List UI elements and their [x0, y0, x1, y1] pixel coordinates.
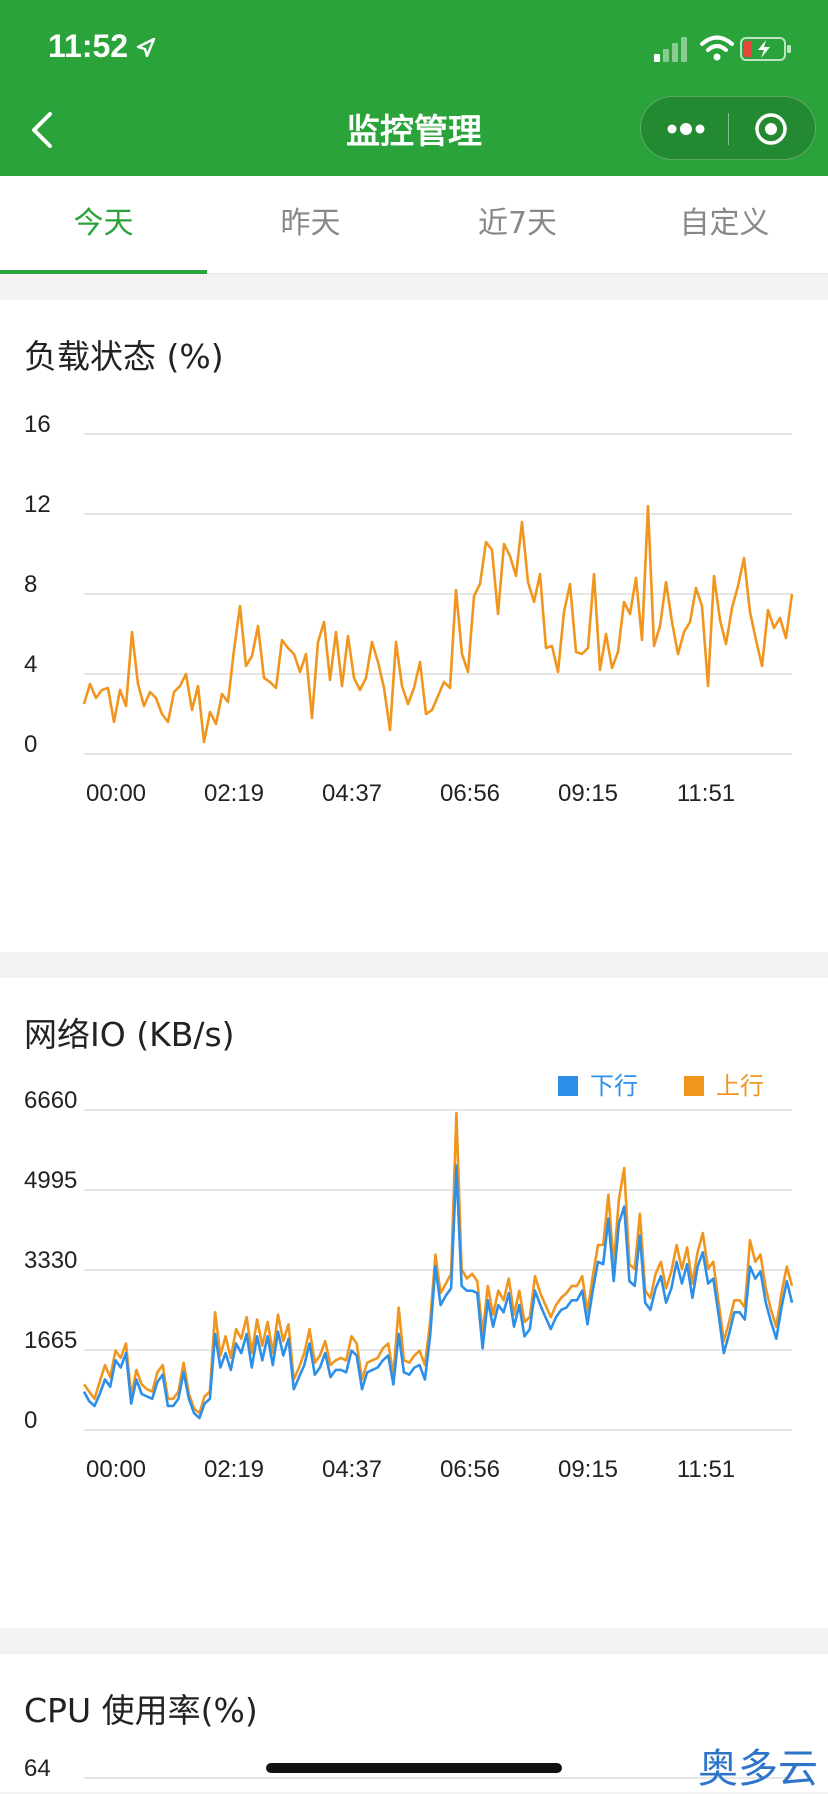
- x-tick-label: 02:19: [204, 1456, 264, 1483]
- tab-today[interactable]: 今天: [73, 206, 134, 241]
- target-icon[interactable]: [753, 111, 789, 147]
- watermark-logo: 奥多云: [698, 1746, 818, 1792]
- x-tick-label: 00:00: [86, 1456, 146, 1483]
- cpu-usage-card: CPU 使用率(%) 64: [0, 1654, 828, 1792]
- x-tick-label: 11:51: [677, 780, 735, 807]
- cellular-signal-icon: [654, 37, 687, 62]
- tab-bar: 今天 昨天 近7天 自定义: [0, 176, 828, 274]
- load-status-title: 负载状态 (%): [24, 337, 224, 376]
- legend-upload[interactable]: 上行: [684, 1066, 764, 1101]
- load-chart: 0 4 8 12 16 00:00 02:19 04:37 06:56 09:15 11:51: [24, 411, 794, 807]
- cpu-usage-title: CPU 使用率(%): [24, 1691, 258, 1730]
- y-tick-label: 0: [24, 1407, 37, 1434]
- y-tick-label: 3330: [24, 1247, 77, 1274]
- cpu-chart: 64: [24, 1755, 792, 1782]
- page-title: 监控管理: [346, 112, 482, 152]
- legend-upload-label: 上行: [716, 1072, 764, 1100]
- back-arrow-icon[interactable]: [28, 110, 58, 150]
- y-tick-label: 12: [24, 491, 51, 518]
- tab-custom[interactable]: 自定义: [679, 206, 770, 241]
- y-tick-label: 6660: [24, 1087, 77, 1114]
- y-tick-label: 4995: [24, 1167, 77, 1194]
- network-io-card: 网络IO (KB/s) 下行 上行 0 1665 3330 4995 6660 00:00…: [0, 978, 828, 1628]
- series-line-下行: [82, 1164, 794, 1420]
- x-tick-label: 00:00: [86, 780, 146, 807]
- more-dots-icon[interactable]: [665, 117, 707, 141]
- wifi-icon: [700, 35, 734, 61]
- active-tab-indicator: [0, 270, 207, 274]
- mini-program-capsule: [640, 96, 816, 160]
- x-tick-label: 09:15: [558, 1456, 618, 1483]
- y-tick-label: 64: [24, 1755, 51, 1782]
- x-tick-label: 04:37: [322, 780, 382, 807]
- legend-download-label: 下行: [590, 1072, 638, 1100]
- x-tick-label: 02:19: [204, 780, 264, 807]
- network-io-chart: 0 1665 3330 4995 6660 00:00 02:19 04:37 06:56 09:…: [24, 1087, 794, 1483]
- y-tick-label: 1665: [24, 1327, 77, 1354]
- series-line-上行: [82, 1111, 794, 1415]
- x-tick-label: 09:15: [558, 780, 618, 807]
- capsule-divider: [728, 113, 729, 145]
- nav-bar: 11:52 监控管理: [0, 0, 828, 176]
- x-tick-label: 04:37: [322, 1456, 382, 1483]
- battery-charging-icon: [740, 37, 791, 61]
- x-tick-label: 06:56: [440, 1456, 500, 1483]
- legend-download[interactable]: 下行: [558, 1066, 638, 1101]
- tab-last-7-days[interactable]: 近7天: [477, 206, 558, 241]
- legend-download-swatch: [558, 1076, 578, 1096]
- network-io-title: 网络IO (KB/s): [24, 1015, 235, 1054]
- y-tick-label: 0: [24, 731, 37, 758]
- y-tick-label: 16: [24, 411, 51, 438]
- location-arrow-icon: [136, 37, 156, 58]
- status-time: 11:52: [48, 28, 129, 64]
- legend-upload-swatch: [684, 1076, 704, 1096]
- home-indicator[interactable]: [266, 1763, 562, 1773]
- x-tick-label: 06:56: [440, 780, 500, 807]
- load-status-card: 负载状态 (%) 0 4 8 12 16 00:00 02:19 04:37 06:56 09:1…: [0, 300, 828, 952]
- series-line: [82, 504, 794, 744]
- x-tick-label: 11:51: [677, 1456, 735, 1483]
- y-tick-label: 8: [24, 571, 37, 598]
- tab-yesterday[interactable]: 昨天: [280, 206, 341, 241]
- y-tick-label: 4: [24, 651, 37, 678]
